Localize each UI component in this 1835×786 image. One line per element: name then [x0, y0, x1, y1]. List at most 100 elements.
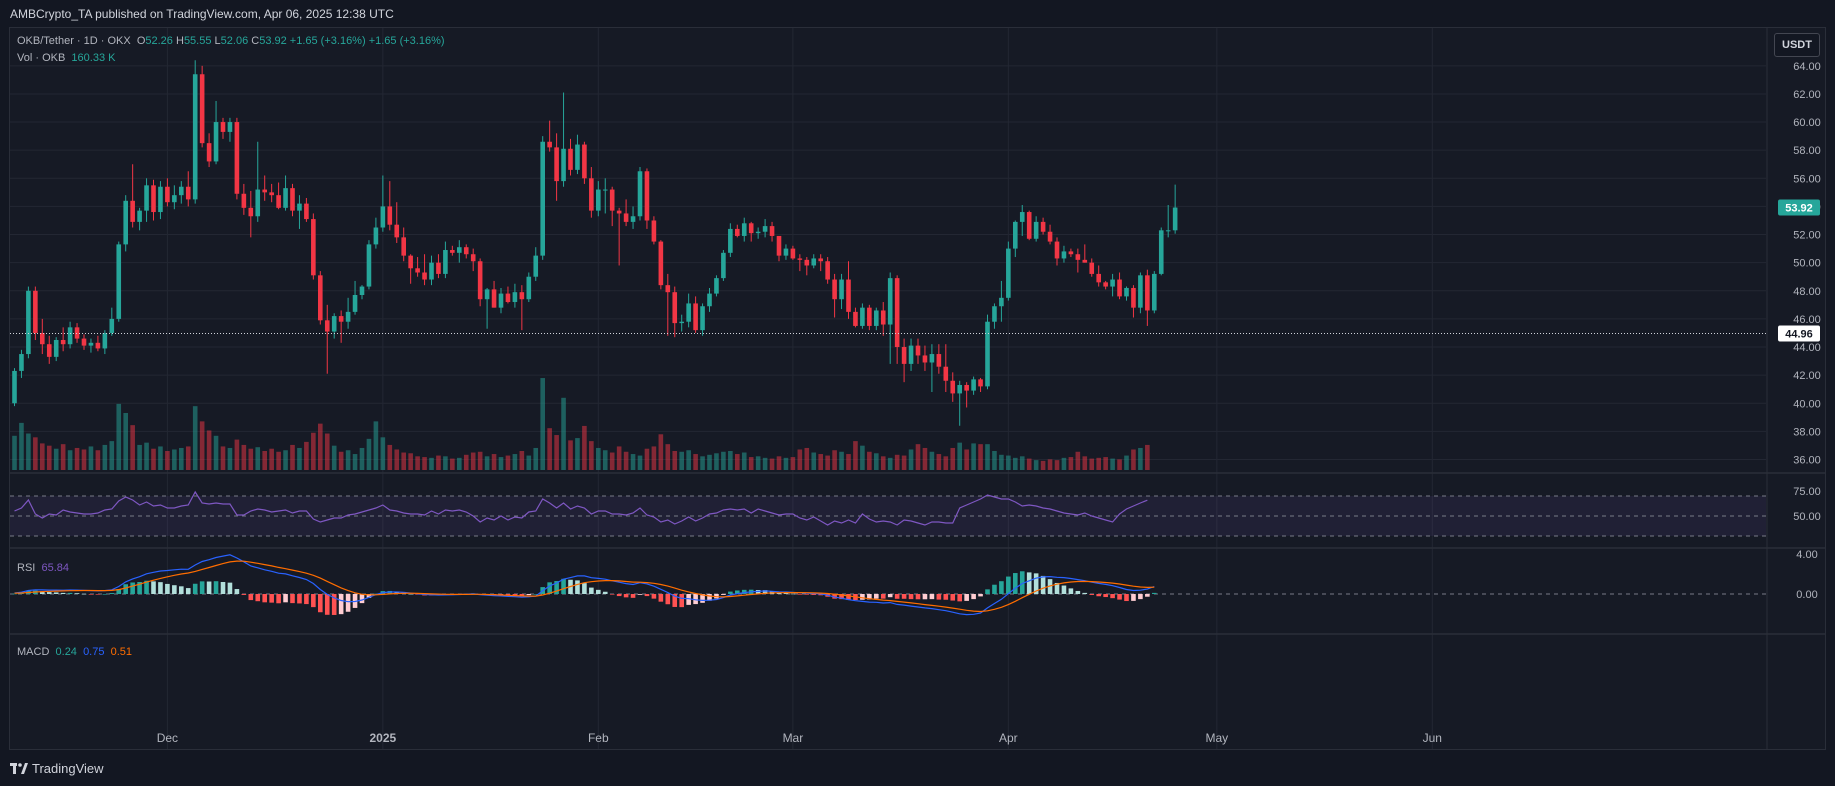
macd-histogram-bar	[408, 593, 413, 595]
candle-body	[123, 200, 128, 245]
macd-histogram-bar	[908, 594, 914, 600]
candle-body	[651, 220, 657, 242]
volume-bar	[19, 422, 24, 470]
candle-body	[109, 318, 115, 333]
candle-body	[491, 289, 497, 308]
candle-body	[484, 289, 490, 300]
macd-pane: 4.00 0.00	[10, 549, 1818, 616]
candle-body	[88, 342, 94, 346]
candle-body	[151, 185, 156, 213]
candle-body	[283, 188, 288, 208]
volume-bar	[276, 451, 281, 470]
volume-bar	[804, 447, 810, 470]
currency-button[interactable]: USDT	[1774, 33, 1820, 57]
price-tick-label: 56.00	[1793, 173, 1821, 185]
volume-bar	[429, 457, 434, 470]
volume-bar	[95, 450, 101, 470]
price-tick-label: 60.00	[1793, 117, 1821, 129]
macd-histogram-bar	[964, 594, 969, 601]
candle-body	[971, 379, 976, 391]
macd-label[interactable]: MACD	[17, 646, 50, 658]
volume-bar	[422, 457, 427, 470]
macd-histogram-bar	[81, 593, 87, 595]
rsi-label[interactable]: RSI	[17, 562, 36, 574]
macd-histogram-bar	[304, 594, 309, 605]
volume-bar	[352, 454, 358, 470]
volume-bar	[491, 454, 497, 470]
macd-histogram-bar	[589, 587, 594, 594]
price-tick-label: 58.00	[1793, 145, 1821, 157]
candle-body	[165, 186, 170, 203]
macd-histogram-bar	[596, 589, 601, 594]
macd-histogram-bar	[1089, 594, 1095, 595]
volume-bar	[220, 446, 226, 470]
candle-body	[1103, 282, 1108, 287]
volume-bar	[561, 397, 566, 470]
candle-body	[19, 354, 24, 371]
volume-bar	[338, 451, 344, 470]
price-tick-label: 50.00	[1793, 258, 1821, 270]
time-tick-label: Apr	[999, 731, 1018, 745]
candle-body	[1082, 259, 1088, 263]
vol-label[interactable]: Vol · OKB	[17, 52, 66, 64]
macd-histogram-bar	[915, 594, 921, 600]
volume-bar	[262, 451, 267, 470]
candle-body	[561, 148, 566, 182]
candle-body	[498, 293, 504, 308]
price-line-label-bg	[1778, 325, 1820, 342]
macd-histogram-bar	[394, 591, 400, 594]
candle-body	[192, 74, 198, 200]
macd-histogram-bar	[929, 594, 935, 600]
macd-histogram-bar	[192, 583, 198, 594]
volume-bar	[1026, 458, 1032, 470]
volume-bar	[505, 455, 511, 470]
volume-bar	[616, 446, 622, 470]
rsi-line	[14, 490, 1148, 526]
volume-bar	[693, 454, 698, 470]
price-tick-label: 38.00	[1793, 426, 1821, 438]
macd-histogram-bar	[894, 594, 900, 599]
chart-frame[interactable]	[9, 27, 1826, 750]
candle-body	[630, 216, 636, 222]
candle-body	[589, 178, 594, 211]
macd-histogram-bar	[40, 591, 45, 594]
volume-bar	[318, 423, 323, 470]
volume-bar	[992, 451, 997, 470]
volume-bar	[373, 421, 379, 470]
pane-dividers[interactable]	[10, 28, 1825, 749]
macd-histogram-bar	[658, 594, 664, 602]
candle-body	[596, 189, 601, 211]
macd-histogram-bar	[338, 594, 344, 615]
volume-bar	[957, 442, 962, 470]
macd-histogram-bar	[582, 583, 587, 594]
volume-bar	[554, 435, 559, 470]
macd-histogram-bar	[1026, 572, 1032, 594]
candle-body	[609, 189, 615, 211]
candle-body	[345, 311, 351, 322]
volume-bar	[846, 454, 851, 470]
volume-bar	[644, 448, 650, 470]
candle-body	[582, 144, 587, 179]
volume-bar	[172, 449, 177, 470]
macd-histogram-bar	[144, 580, 149, 594]
volume-bar	[915, 444, 921, 470]
volume-bar	[665, 444, 671, 470]
candle-body	[1089, 262, 1095, 274]
volume-legend: Vol · OKB 160.33 K	[17, 52, 115, 64]
candle-body	[540, 141, 545, 256]
macd-histogram-bar	[262, 594, 267, 603]
symbol-label[interactable]: OKB/Tether · 1D · OKX	[17, 35, 131, 47]
macd-histogram-bar	[651, 594, 657, 599]
candle-body	[324, 320, 330, 332]
candle-body	[81, 338, 87, 346]
macd-line-value: 0.75	[83, 646, 105, 658]
candle-body	[554, 147, 559, 182]
vol-value: 160.33 K	[71, 52, 116, 64]
volume-bar	[401, 452, 406, 470]
volume-bar	[512, 454, 518, 470]
volume-bar	[887, 457, 893, 470]
tradingview-logo[interactable]: TradingView	[10, 761, 104, 776]
macd-histogram-bar	[762, 590, 768, 594]
low-value: 52.06	[220, 35, 249, 47]
